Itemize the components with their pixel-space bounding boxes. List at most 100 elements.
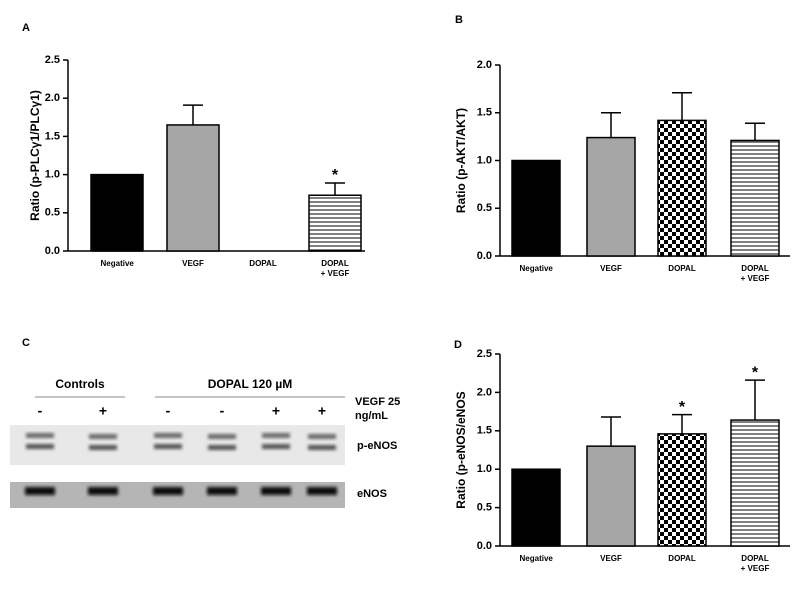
blot-band (307, 487, 337, 495)
blot-band (208, 445, 236, 450)
blot-band (261, 487, 291, 495)
x-tick-label: Negative (501, 264, 571, 274)
panel-label: A (22, 22, 30, 34)
error-bar (601, 416, 621, 447)
x-tick-label: DOPAL (228, 259, 298, 269)
bar (586, 136, 636, 257)
x-tick-label-box: VEGF (576, 264, 646, 274)
bar (511, 159, 561, 257)
treatment-label-box: VEGF 25 ng/mL (355, 395, 410, 423)
x-tick-label-text: VEGF (600, 554, 622, 563)
x-tick-label-text: DOPAL (249, 259, 277, 268)
x-tick-label: DOPAL + VEGF (300, 259, 370, 279)
treatment-sign: - (38, 403, 43, 419)
blot-band (153, 487, 183, 495)
error-bar (325, 182, 345, 196)
blot-band (208, 434, 236, 439)
blot-band (262, 444, 290, 449)
row-label: eNOS (357, 488, 387, 500)
blot-band (89, 434, 117, 439)
treatment-sign: + (318, 403, 326, 419)
blot-band (308, 434, 336, 439)
group-label: Controls (55, 377, 105, 391)
y-tick-label: 0.0 (477, 540, 492, 552)
treatment-sign: + (99, 403, 107, 419)
y-tick-label: 1.0 (477, 463, 492, 475)
treatment-sign: + (272, 403, 280, 419)
bar (511, 468, 561, 547)
blot-band (154, 444, 182, 449)
x-tick-label: VEGF (576, 264, 646, 274)
x-tick-label-text: DOPAL (668, 264, 696, 273)
y-tick-label: 0.5 (477, 202, 492, 214)
x-tick-label: Negative (82, 259, 152, 269)
x-tick-label-box: Negative (501, 554, 571, 564)
blot-band (26, 444, 54, 449)
error-bar (672, 91, 692, 121)
x-tick-label-text: VEGF (182, 259, 204, 268)
y-tick-label: 1.5 (477, 425, 492, 437)
significance-mark: * (752, 364, 759, 381)
row-label: p-eNOS (357, 440, 397, 452)
x-tick-label: DOPAL + VEGF (720, 264, 790, 284)
panel-label: D (454, 339, 462, 351)
blot-band (88, 487, 118, 495)
x-tick-label-box: VEGF (576, 554, 646, 564)
panel-label: B (455, 14, 463, 26)
x-tick-label: VEGF (158, 259, 228, 269)
treatment-sign: - (166, 403, 171, 419)
blot-band (207, 487, 237, 495)
x-tick-label: Negative (501, 554, 571, 564)
x-tick-label-text: DOPAL + VEGF (740, 264, 770, 283)
error-bar (601, 112, 621, 138)
x-tick-label-box: Negative (82, 259, 152, 269)
blot-band (25, 487, 55, 495)
x-tick-label: DOPAL (647, 554, 717, 564)
treatment-label-text: VEGF 25 ng/mL (355, 396, 401, 422)
x-tick-label-box: DOPAL + VEGF (741, 554, 770, 573)
x-tick-label-box: DOPAL + VEGF (300, 259, 370, 279)
y-tick-label: 1.0 (477, 154, 492, 166)
y-tick-label: 2.0 (45, 92, 60, 104)
x-tick-label: DOPAL (647, 264, 717, 274)
treatment-sign: - (220, 403, 225, 419)
group-label: DOPAL 120 µM (208, 377, 293, 391)
error-bar (745, 379, 765, 421)
y-tick-label: 0.5 (45, 207, 60, 219)
x-tick-label-box: DOPAL + VEGF (720, 264, 790, 284)
bar (657, 119, 707, 257)
blot-band (262, 433, 290, 438)
error-bar (183, 104, 203, 125)
x-tick-label: VEGF (576, 554, 646, 564)
significance-mark: * (679, 399, 686, 416)
y-axis-label: Ratio (p-eNOS/eNOS (454, 391, 468, 508)
blot-band (26, 433, 54, 438)
bar (730, 419, 780, 547)
y-tick-label: 2.5 (477, 348, 492, 360)
y-tick-label: 2.0 (477, 59, 492, 71)
blot-total (10, 482, 345, 508)
error-bar (672, 413, 692, 434)
significance-mark: * (332, 167, 339, 184)
bar (90, 173, 144, 252)
error-bar (745, 122, 765, 141)
y-tick-label: 2.5 (45, 54, 60, 66)
blot-phospho (10, 425, 345, 465)
x-tick-label-box: DOPAL (647, 264, 717, 274)
x-tick-label-text: Negative (100, 259, 134, 268)
x-tick-label-text: VEGF (600, 264, 622, 273)
x-tick-label-text: Negative (519, 264, 553, 273)
bar (586, 445, 636, 547)
panel-label: C (22, 337, 30, 349)
bar (657, 433, 707, 547)
y-axis-label: Ratio (p-PLCγ1/PLCγ1) (28, 90, 42, 221)
y-tick-label: 2.0 (477, 386, 492, 398)
x-tick-label-text: Negative (519, 554, 553, 563)
treatment-label: VEGF 25 ng/mL (355, 395, 410, 423)
blot-band (308, 445, 336, 450)
y-tick-label: 1.0 (45, 169, 60, 181)
x-tick-label-text: DOPAL (668, 554, 696, 563)
blot-band (89, 445, 117, 450)
